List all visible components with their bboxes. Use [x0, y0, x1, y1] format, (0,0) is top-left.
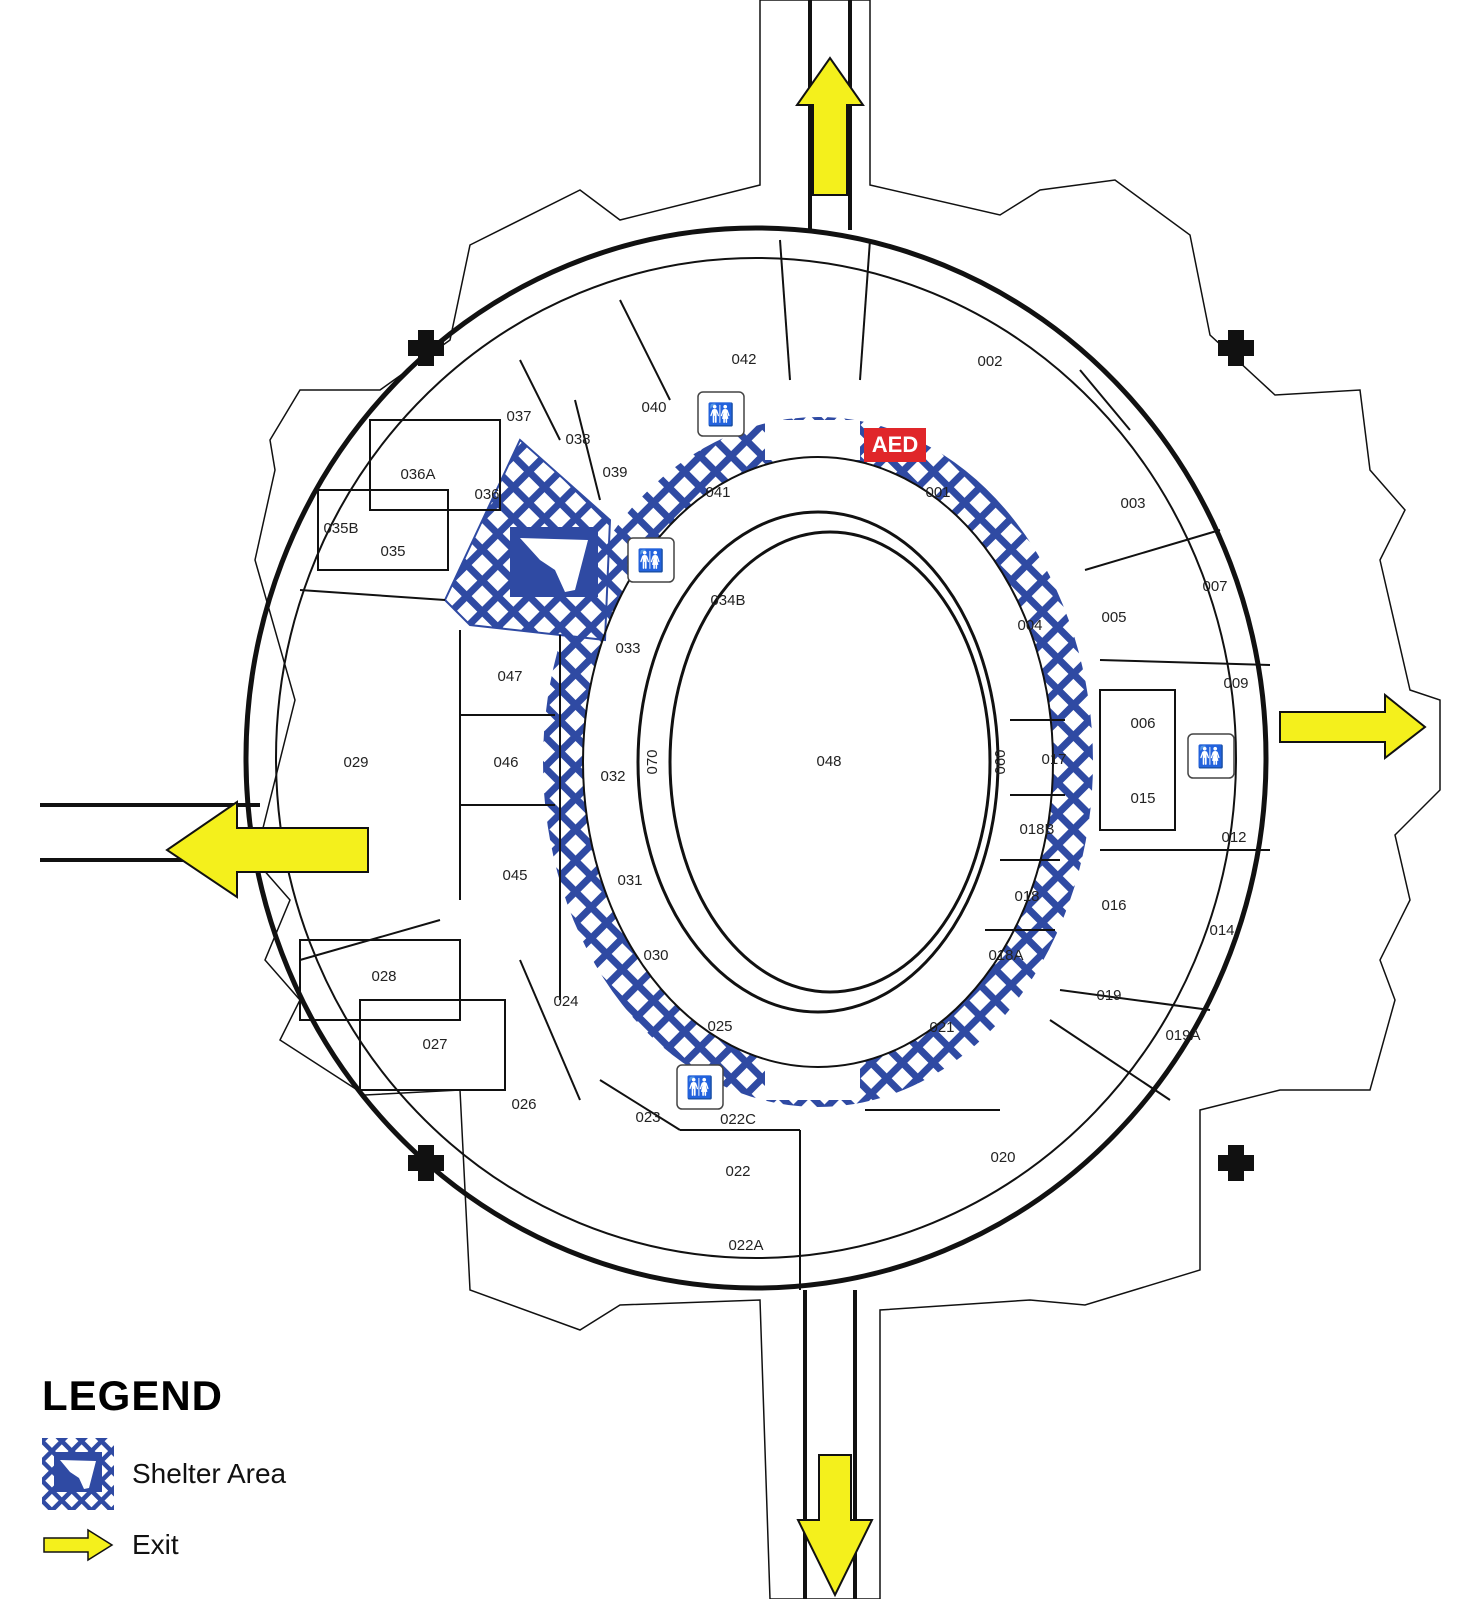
room-label: 022C [720, 1111, 756, 1128]
restroom-icon: 🚻 [676, 1064, 724, 1110]
room-label: 001 [925, 484, 950, 501]
legend-item-shelter: Shelter Area [42, 1438, 286, 1510]
room-label: 021 [929, 1019, 954, 1036]
legend-label-exit: Exit [132, 1529, 179, 1560]
room-label: 034B [710, 592, 745, 609]
room-label: 036 [474, 486, 499, 503]
legend-title: LEGEND [42, 1372, 224, 1419]
svg-text:🚻: 🚻 [707, 402, 734, 428]
outer-building-wall [243, 225, 1269, 1291]
room-label: 048 [816, 753, 841, 770]
column-icon [408, 330, 444, 366]
exit-arrow-icon [43, 1528, 114, 1562]
room-label: 022 [725, 1163, 750, 1180]
column-icon [1218, 330, 1254, 366]
room-label: 047 [497, 668, 522, 685]
room-labels: 002 001 003 004 005 006 007 009 012 014 … [323, 351, 1248, 1254]
room-label: 019A [1165, 1027, 1200, 1044]
room-label: 033 [615, 640, 640, 657]
room-label: 018B [1019, 821, 1054, 838]
restroom-icon: 🚻 [697, 391, 745, 437]
room-label: 022A [728, 1237, 763, 1254]
room-label: 032 [600, 768, 625, 785]
restroom-icon: 🚻 [1187, 733, 1235, 779]
room-label: 035 [380, 543, 405, 560]
room-label: 019 [1096, 987, 1121, 1004]
arena-wall [668, 530, 992, 994]
exit-arrow-icon [165, 800, 369, 899]
room-label: 031 [617, 872, 642, 889]
room-label: 070 [644, 749, 661, 774]
room-label: 038 [565, 431, 590, 448]
inner-building-wall [275, 257, 1237, 1259]
room-label: 046 [493, 754, 518, 771]
aed-badge: AED [864, 428, 926, 462]
building-outer-wall [254, 0, 1441, 1599]
north-corridor-gap [765, 420, 860, 460]
room-label: 005 [1101, 609, 1126, 626]
room-label: 014 [1209, 922, 1234, 939]
room-label: 025 [707, 1018, 732, 1035]
room-label: 018A [988, 947, 1023, 964]
room-label: 003 [1120, 495, 1145, 512]
room-label: 026 [511, 1096, 536, 1113]
tornado-shelter-icon [510, 527, 598, 597]
room-label: 029 [343, 754, 368, 771]
middle-ring-outer-wall [582, 456, 1054, 1068]
room-label: 012 [1221, 829, 1246, 846]
room-label: 016 [1101, 897, 1126, 914]
exit-arrow-icon [795, 56, 865, 196]
room-walls [299, 239, 1271, 1290]
room-label: 041 [705, 484, 730, 501]
room-label: 006 [1130, 715, 1155, 732]
room-label: 007 [1202, 578, 1227, 595]
room-label: 040 [641, 399, 666, 416]
room-label: 039 [602, 464, 627, 481]
shelter-area-icon [42, 1438, 114, 1510]
svg-text:🚻: 🚻 [637, 548, 664, 574]
room-label: 004 [1017, 617, 1042, 634]
room-label: 035B [323, 520, 358, 537]
room-label: 037 [506, 408, 531, 425]
room-label: 028 [371, 968, 396, 985]
room-label: 023 [635, 1109, 660, 1126]
legend-label-shelter: Shelter Area [132, 1458, 287, 1489]
middle-ring-inner-wall [636, 510, 1000, 1014]
column-icons [408, 330, 1254, 1181]
room-label: 045 [502, 867, 527, 884]
legend-item-exit: Exit [42, 1528, 179, 1562]
svg-text:🚻: 🚻 [686, 1075, 713, 1101]
room-label: 002 [977, 353, 1002, 370]
room-label: 015 [1130, 790, 1155, 807]
restroom-icon: 🚻 [627, 537, 675, 583]
exit-arrow-icon [1279, 692, 1427, 761]
central-corridors [40, 0, 857, 1599]
room-label: 036A [400, 466, 435, 483]
room-label: 030 [643, 947, 668, 964]
exit-arrow-icon [796, 1454, 874, 1598]
room-label: 017 [1041, 751, 1066, 768]
exit-arrows [165, 56, 1427, 1598]
room-label: 020 [990, 1149, 1015, 1166]
room-label: 018 [1014, 888, 1039, 905]
room-label: 009 [1223, 675, 1248, 692]
column-icon [1218, 1145, 1254, 1181]
room-label: 042 [731, 351, 756, 368]
room-label: 060 [992, 749, 1009, 774]
svg-text:🚻: 🚻 [1197, 744, 1224, 770]
room-label: 024 [553, 993, 578, 1010]
column-icon [408, 1145, 444, 1181]
room-label: 027 [422, 1036, 447, 1053]
